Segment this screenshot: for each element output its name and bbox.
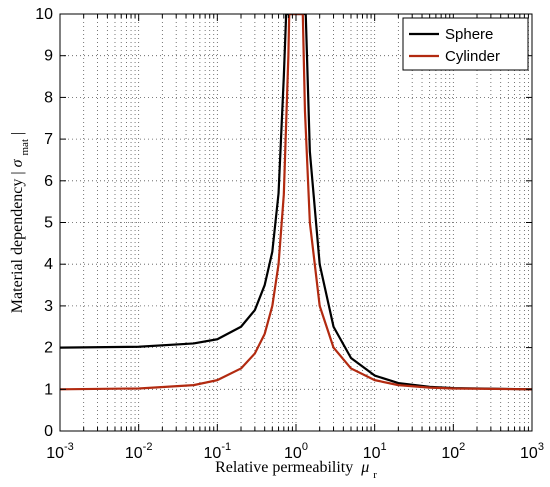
x-tick-label: 103 — [520, 441, 544, 462]
legend-box — [402, 17, 529, 71]
y-tick-label: 6 — [44, 173, 53, 190]
x-tick-label: 10-3 — [46, 441, 74, 462]
y-tick-label: 5 — [44, 215, 53, 232]
y-tick-label: 0 — [44, 423, 53, 440]
y-tick-label: 3 — [44, 298, 53, 315]
x-tick-label: 10-2 — [125, 441, 153, 462]
grid — [60, 14, 532, 431]
tick-labels: 10-3 10-2 10-1 100 101 102 103 0 1 2 3 4 5 6 7 8 9 10 — [35, 6, 544, 462]
axis-ticks — [59, 13, 533, 432]
x-tick-label: 100 — [284, 441, 308, 462]
legend-label-cylinder: Cylinder — [445, 48, 500, 65]
x-tick-label: 101 — [363, 441, 387, 462]
series-line-sphere — [60, 14, 532, 391]
y-tick-label: 2 — [44, 340, 53, 357]
x-axis-label: Relative permeability μ r — [215, 459, 377, 481]
y-tick-label: 8 — [44, 89, 53, 106]
y-tick-label: 10 — [35, 6, 53, 23]
legend: Sphere Cylinder — [402, 17, 529, 71]
y-tick-label: 7 — [44, 131, 53, 148]
x-tick-label: 10-1 — [204, 441, 232, 462]
series-line-cylinder — [60, 14, 532, 391]
legend-label-sphere: Sphere — [445, 26, 493, 43]
y-tick-label: 9 — [44, 48, 53, 65]
y-tick-label: 4 — [44, 256, 53, 273]
plot-series — [60, 14, 532, 391]
x-tick-label: 102 — [441, 441, 465, 462]
y-tick-label: 1 — [44, 381, 53, 398]
y-axis-label: Material dependency | σ mat | — [9, 132, 31, 313]
